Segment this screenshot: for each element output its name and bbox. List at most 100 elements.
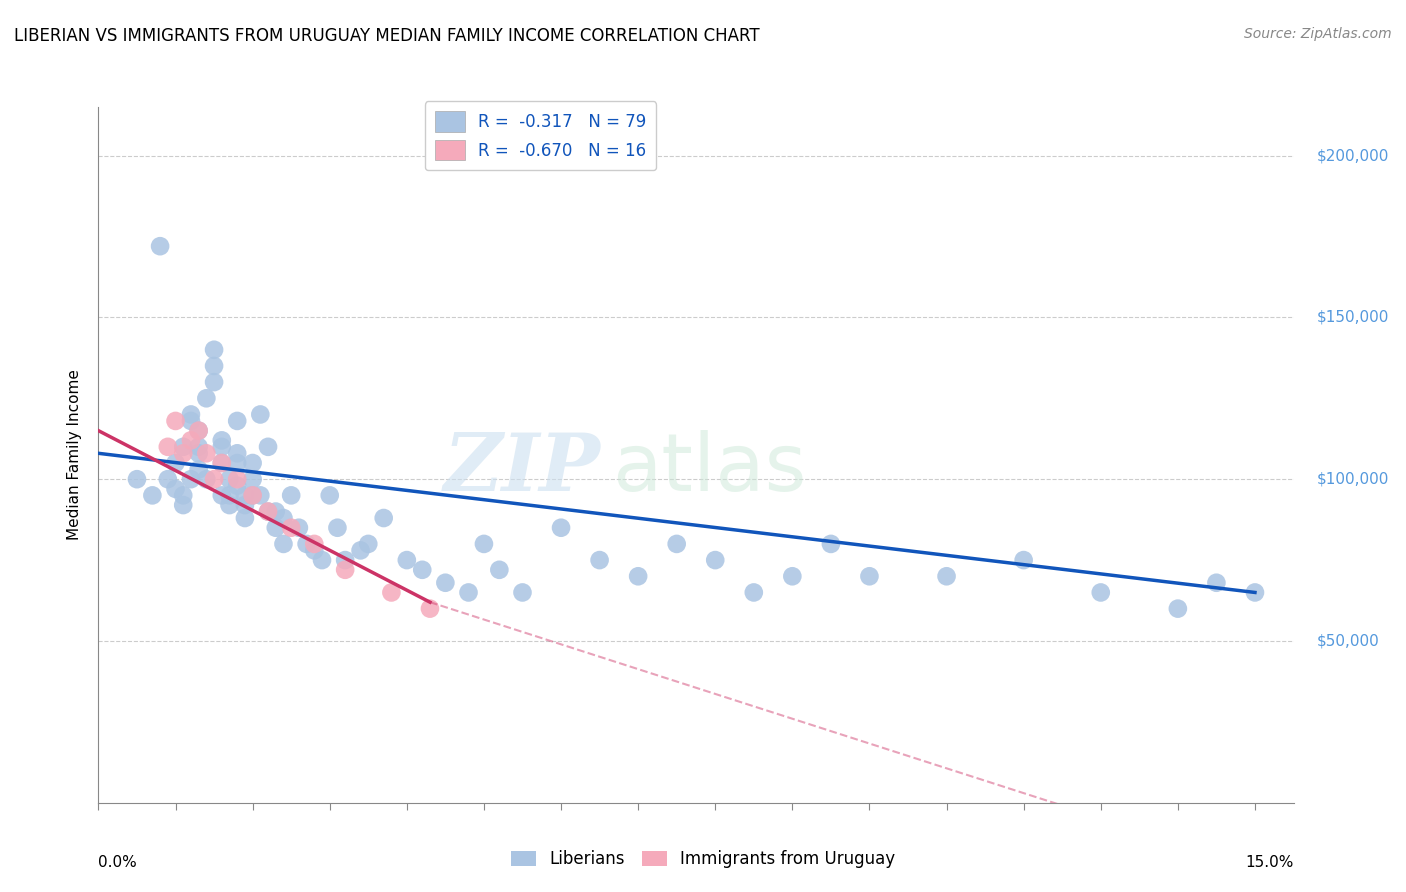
Point <box>820 537 842 551</box>
Point <box>202 472 225 486</box>
Legend: R =  -0.317   N = 79, R =  -0.670   N = 16: R = -0.317 N = 79, R = -0.670 N = 16 <box>425 102 657 170</box>
Point <box>125 472 148 486</box>
Point <box>627 569 650 583</box>
Point <box>172 440 194 454</box>
Point <box>550 521 572 535</box>
Point <box>588 553 610 567</box>
Point <box>304 537 326 551</box>
Point <box>187 440 209 454</box>
Point <box>349 543 371 558</box>
Point <box>249 408 271 422</box>
Point <box>457 585 479 599</box>
Point <box>141 488 163 502</box>
Point <box>211 456 233 470</box>
Text: 15.0%: 15.0% <box>1246 855 1294 870</box>
Point <box>226 456 249 470</box>
Point <box>1012 553 1035 567</box>
Point <box>180 408 202 422</box>
Point <box>411 563 433 577</box>
Legend: Liberians, Immigrants from Uruguay: Liberians, Immigrants from Uruguay <box>505 844 901 875</box>
Point <box>395 553 418 567</box>
Point <box>149 239 172 253</box>
Point <box>1167 601 1189 615</box>
Point <box>218 498 240 512</box>
Point <box>180 472 202 486</box>
Point <box>858 569 880 583</box>
Point <box>195 472 218 486</box>
Point <box>249 488 271 502</box>
Point <box>172 488 194 502</box>
Point <box>257 504 280 518</box>
Point <box>202 375 225 389</box>
Point <box>165 456 187 470</box>
Point <box>202 359 225 373</box>
Point <box>187 424 209 438</box>
Text: 0.0%: 0.0% <box>98 855 138 870</box>
Text: atlas: atlas <box>612 430 807 508</box>
Text: $100,000: $100,000 <box>1316 472 1389 487</box>
Point <box>187 424 209 438</box>
Point <box>172 498 194 512</box>
Point <box>218 488 240 502</box>
Text: LIBERIAN VS IMMIGRANTS FROM URUGUAY MEDIAN FAMILY INCOME CORRELATION CHART: LIBERIAN VS IMMIGRANTS FROM URUGUAY MEDI… <box>14 27 759 45</box>
Point <box>187 446 209 460</box>
Point <box>156 472 179 486</box>
Point <box>156 440 179 454</box>
Point <box>742 585 765 599</box>
Point <box>242 456 264 470</box>
Point <box>187 462 209 476</box>
Point <box>280 521 302 535</box>
Point <box>1090 585 1112 599</box>
Point <box>242 488 264 502</box>
Text: $150,000: $150,000 <box>1316 310 1389 325</box>
Text: $200,000: $200,000 <box>1316 148 1389 163</box>
Point <box>165 414 187 428</box>
Point <box>288 521 311 535</box>
Point <box>226 414 249 428</box>
Point <box>419 601 441 615</box>
Text: Source: ZipAtlas.com: Source: ZipAtlas.com <box>1244 27 1392 41</box>
Point <box>380 585 402 599</box>
Point <box>257 504 280 518</box>
Point <box>472 537 495 551</box>
Point <box>211 456 233 470</box>
Text: $50,000: $50,000 <box>1316 633 1379 648</box>
Point <box>211 488 233 502</box>
Point <box>1244 585 1267 599</box>
Point <box>165 482 187 496</box>
Y-axis label: Median Family Income: Median Family Income <box>67 369 83 541</box>
Point <box>264 504 287 518</box>
Point <box>512 585 534 599</box>
Point <box>172 446 194 460</box>
Point <box>226 472 249 486</box>
Point <box>195 392 218 406</box>
Point <box>357 537 380 551</box>
Point <box>233 511 256 525</box>
Point <box>333 553 356 567</box>
Text: ZIP: ZIP <box>443 430 600 508</box>
Point <box>218 472 240 486</box>
Point <box>304 543 326 558</box>
Point <box>373 511 395 525</box>
Point <box>319 488 342 502</box>
Point <box>782 569 804 583</box>
Point <box>211 434 233 448</box>
Point <box>211 440 233 454</box>
Point <box>273 511 295 525</box>
Point <box>202 343 225 357</box>
Point <box>273 537 295 551</box>
Point <box>264 521 287 535</box>
Point <box>935 569 957 583</box>
Point <box>226 478 249 492</box>
Point <box>242 488 264 502</box>
Point <box>295 537 318 551</box>
Point <box>665 537 688 551</box>
Point <box>180 414 202 428</box>
Point <box>280 488 302 502</box>
Point <box>704 553 727 567</box>
Point <box>434 575 457 590</box>
Point <box>233 488 256 502</box>
Point <box>1205 575 1227 590</box>
Point <box>311 553 333 567</box>
Point <box>333 563 356 577</box>
